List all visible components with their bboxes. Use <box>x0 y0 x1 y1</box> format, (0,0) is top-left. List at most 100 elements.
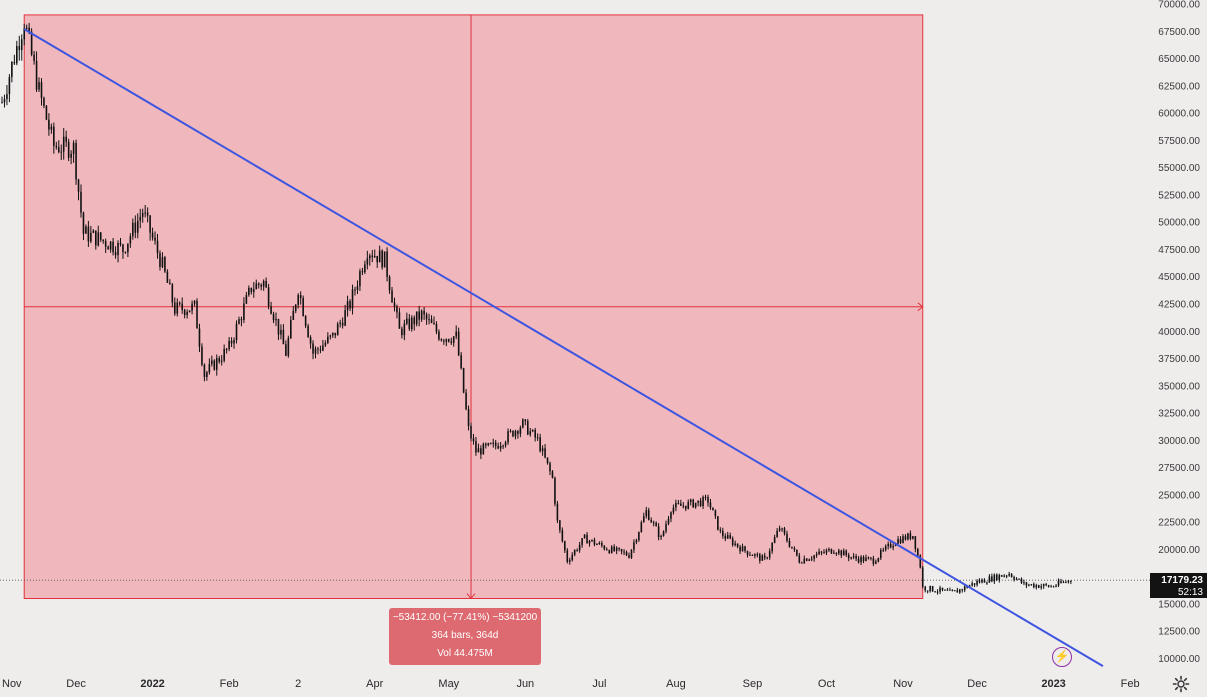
candle <box>884 544 887 552</box>
candle <box>20 34 23 61</box>
candle <box>1030 583 1033 586</box>
candle <box>544 444 546 459</box>
candle <box>680 499 682 506</box>
candle <box>327 332 329 345</box>
candle <box>99 231 102 242</box>
candle <box>608 549 611 554</box>
candle <box>591 539 593 543</box>
candle <box>16 40 18 66</box>
candle <box>122 243 124 259</box>
y-tick-label: 15000.00 <box>1158 599 1200 610</box>
candle <box>788 537 791 548</box>
candle <box>993 573 996 584</box>
candle <box>240 316 243 327</box>
candle <box>329 334 332 340</box>
measure-tool[interactable] <box>23 14 924 600</box>
candle <box>391 286 393 303</box>
candle <box>393 297 396 312</box>
candle <box>958 588 961 594</box>
candle <box>154 231 156 245</box>
y-tick-label: 55000.00 <box>1158 163 1200 174</box>
candle <box>366 250 369 270</box>
candle <box>418 305 420 327</box>
candle <box>744 545 746 553</box>
candle <box>1013 575 1015 582</box>
candle <box>139 208 142 229</box>
candle <box>645 506 648 519</box>
bar-countdown: 52:13 <box>1177 587 1203 598</box>
lightning-icon[interactable]: ⚡ <box>1052 647 1072 667</box>
candle <box>1023 579 1025 586</box>
candle <box>514 429 517 440</box>
trend-line[interactable] <box>23 28 1104 667</box>
candle <box>383 251 386 268</box>
candle <box>457 327 460 357</box>
candle <box>75 139 77 185</box>
x-tick-label: 2022 <box>140 678 164 690</box>
gear-icon[interactable] <box>1172 675 1190 693</box>
candle <box>262 279 265 291</box>
candle <box>818 548 820 556</box>
candle <box>778 525 781 532</box>
candle <box>541 445 544 456</box>
candle <box>317 346 319 355</box>
candle <box>198 323 201 353</box>
candle <box>428 313 430 325</box>
candle <box>815 551 818 558</box>
candle <box>398 307 401 329</box>
y-tick-label: 52500.00 <box>1158 190 1200 201</box>
candle <box>408 314 411 331</box>
candle <box>447 338 450 343</box>
candle <box>173 297 176 316</box>
candle <box>571 552 574 562</box>
candle <box>376 255 379 268</box>
candle <box>860 555 862 566</box>
trend-line-segment[interactable] <box>23 28 1104 667</box>
candle <box>796 549 798 557</box>
candle <box>568 557 571 565</box>
candle <box>988 574 991 583</box>
candle <box>709 498 712 510</box>
candle <box>996 573 998 581</box>
candle <box>643 512 645 523</box>
price-axis[interactable]: 70000.00 67500.00 65000.00 62500.00 60000.00… <box>1158 0 1200 665</box>
candle <box>919 554 922 569</box>
candle <box>924 585 927 593</box>
candle <box>687 499 690 510</box>
candle <box>127 243 129 258</box>
candle <box>1062 580 1065 584</box>
candle <box>956 587 959 593</box>
candle <box>586 531 588 544</box>
candle <box>62 128 65 160</box>
candle <box>921 565 924 589</box>
candle <box>978 578 981 584</box>
candle <box>309 335 312 349</box>
time-axis[interactable]: Nov Dec 2022 Feb 2 Apr May Jun Jul Aug Sep Oct Nov De… <box>2 678 1140 690</box>
candle <box>112 237 114 256</box>
candle <box>825 548 828 556</box>
candle <box>731 536 734 547</box>
candle <box>104 238 107 253</box>
candle <box>102 239 105 244</box>
candle <box>615 546 618 555</box>
candle <box>675 499 677 512</box>
candle <box>171 283 174 308</box>
candle <box>223 344 225 363</box>
candle <box>472 433 475 445</box>
candle <box>941 587 944 592</box>
y-tick-label: 20000.00 <box>1158 545 1200 556</box>
candle <box>512 430 514 438</box>
candle <box>1050 584 1052 588</box>
candle <box>297 293 300 309</box>
candle <box>808 558 810 562</box>
candle <box>346 295 349 317</box>
candle <box>176 298 179 317</box>
candle <box>403 319 406 341</box>
candle <box>517 429 519 439</box>
candle <box>618 547 620 552</box>
measure-change: −53412.00 (−77.41%) −5341200 <box>392 612 538 623</box>
candle <box>378 245 381 263</box>
candle <box>724 533 727 542</box>
candle <box>354 286 356 296</box>
